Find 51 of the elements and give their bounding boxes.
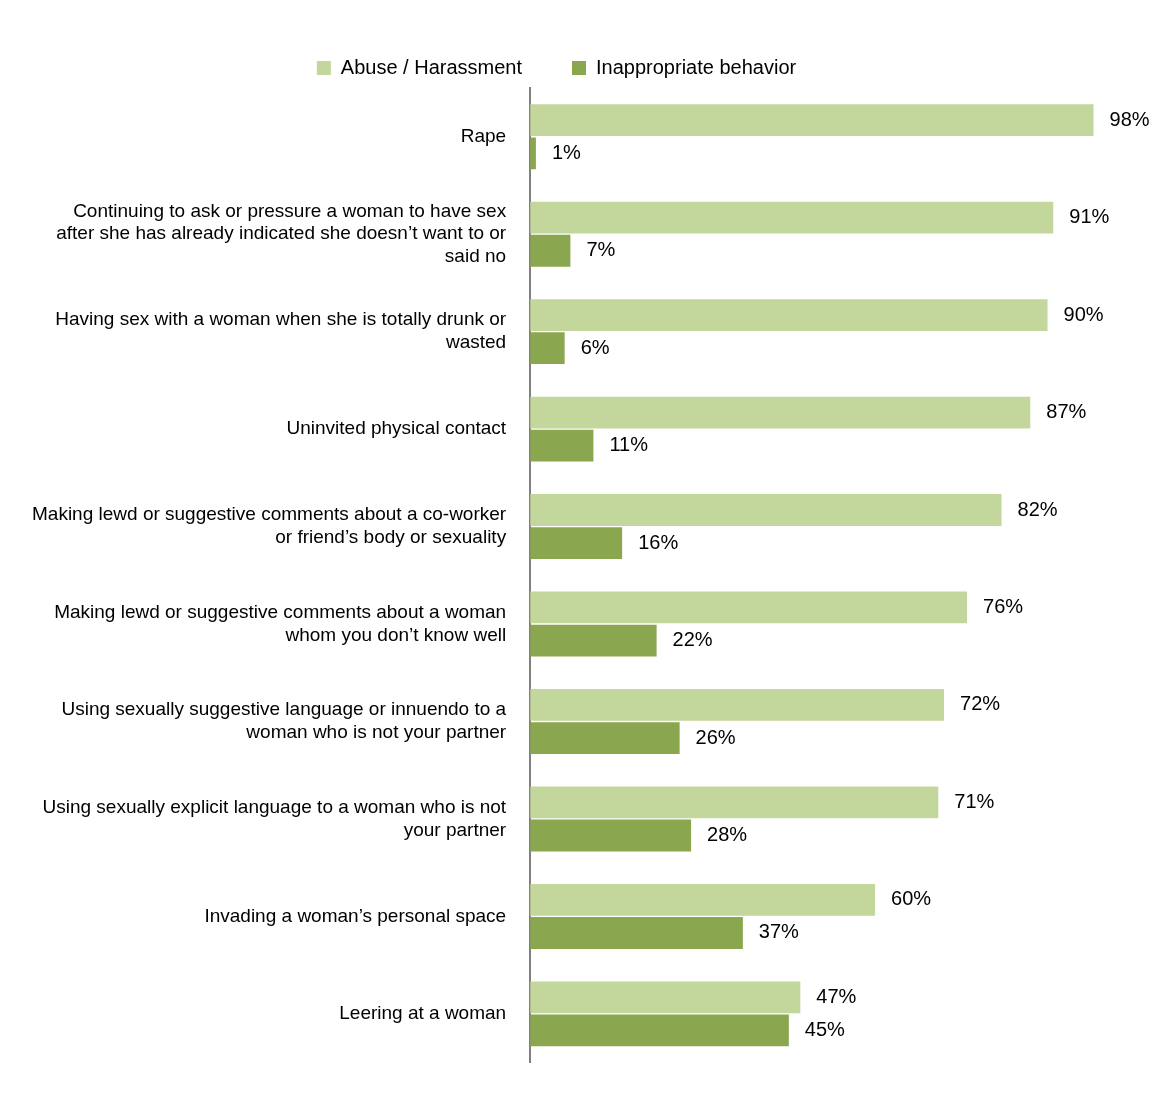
y-tick-label: Uninvited physical contact — [286, 417, 507, 439]
y-tick-label: Using sexually explicit language to a woman who is not your partner — [42, 795, 507, 840]
y-tick-label: Invading a woman’s personal space — [204, 904, 507, 926]
data-label: 45% — [804, 1017, 846, 1040]
bar — [530, 332, 565, 365]
y-tick-label: Using sexually suggestive language or innuendo to a woman who is not your partner — [61, 698, 507, 743]
bar — [530, 527, 623, 560]
bar — [530, 104, 1094, 137]
bar — [530, 234, 571, 267]
data-label: 72% — [960, 692, 1001, 715]
legend-label: Inappropriate behavior — [596, 55, 797, 78]
data-label: 60% — [891, 887, 932, 910]
data-label: 37% — [758, 920, 800, 943]
data-label: 47% — [816, 984, 857, 1007]
bar — [530, 883, 876, 916]
bar — [530, 591, 968, 624]
data-label: 7% — [586, 238, 616, 261]
data-label: 98% — [1109, 107, 1150, 130]
bar — [530, 429, 594, 462]
data-label: 71% — [954, 789, 995, 812]
y-tick-label: Rape — [460, 124, 507, 146]
y-tick-label: Leering at a woman — [339, 1002, 507, 1024]
bar — [530, 981, 801, 1014]
y-tick-label: Making lewd or suggestive comments about a woman whom you don’t know well — [54, 600, 507, 645]
data-label: 28% — [707, 823, 748, 846]
y-tick-label: Continuing to ask or pressure a woman to have sex after she has already indicated she doesn’t want to or said no — [56, 199, 507, 267]
bar — [530, 819, 692, 852]
bar — [530, 299, 1048, 331]
data-label: 11% — [609, 433, 649, 456]
bar — [530, 917, 743, 949]
data-label: 91% — [1069, 205, 1110, 228]
y-tick-label: Having sex with a woman when she is totally drunk or wasted — [55, 308, 507, 353]
data-label: 6% — [580, 335, 610, 358]
bar — [530, 689, 945, 721]
data-label: 1% — [551, 140, 582, 163]
bar — [530, 201, 1054, 234]
data-label: 90% — [1063, 302, 1104, 325]
data-label: 82% — [1017, 497, 1058, 520]
bar — [530, 494, 1002, 526]
bar — [530, 624, 657, 657]
data-label: 87% — [1046, 400, 1087, 423]
data-label: 22% — [672, 628, 713, 651]
bar — [530, 786, 939, 819]
y-tick-label: Making lewd or suggestive comments about a co-worker or friend’s body or sexuality — [32, 503, 507, 548]
data-label: 16% — [638, 530, 679, 553]
bar — [530, 1014, 789, 1047]
legend-label: Abuse / Harassment — [340, 55, 523, 78]
bar — [530, 396, 1031, 429]
data-label: 76% — [983, 594, 1024, 617]
data-label: 26% — [695, 725, 736, 748]
bar — [530, 722, 680, 754]
